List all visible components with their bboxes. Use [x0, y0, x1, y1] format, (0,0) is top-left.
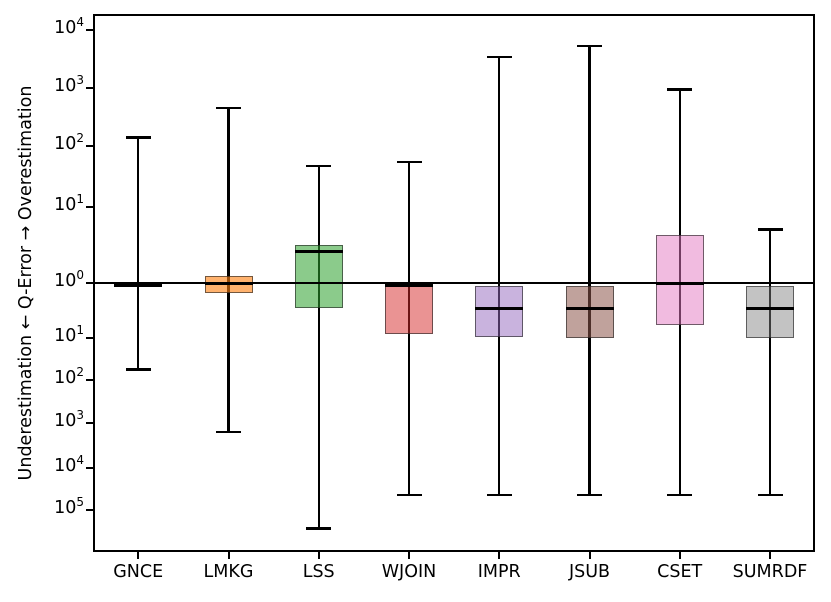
whisker-cap-low-impr	[486, 493, 512, 497]
x-tick-label-lss: LSS	[302, 562, 335, 582]
whisker-cap-high-sumrdf	[757, 227, 783, 231]
median-gnce	[114, 284, 163, 288]
whisker-cap-low-lmkg	[216, 430, 241, 434]
whisker-line-gnce	[137, 137, 140, 370]
y-axis-tick	[86, 467, 93, 469]
y-axis-tick	[86, 337, 93, 339]
y-tick-label: 103	[54, 408, 84, 431]
whisker-cap-high-gnce	[125, 136, 151, 139]
reference-line-qerror-1	[93, 282, 815, 285]
whisker-cap-high-impr	[486, 55, 512, 59]
y-tick-label: 101	[54, 323, 84, 346]
whisker-cap-low-wjoin	[396, 493, 422, 497]
y-axis-tick	[86, 87, 93, 89]
y-axis-tick	[86, 379, 93, 381]
whisker-cap-high-cset	[667, 87, 693, 91]
whisker-cap-low-jsub	[577, 493, 602, 497]
x-tick-label-impr: IMPR	[477, 562, 521, 582]
y-axis-tick	[86, 509, 93, 511]
x-axis-tick	[588, 552, 591, 559]
x-tick-label-jsub: JSUB	[568, 562, 611, 582]
median-jsub	[565, 306, 614, 310]
box-cset	[655, 234, 704, 326]
median-impr	[475, 306, 524, 310]
x-tick-label-sumrdf: SUMRDF	[732, 562, 808, 582]
x-axis-tick	[227, 552, 230, 559]
y-tick-label: 102	[54, 131, 84, 154]
box-sumrdf	[746, 286, 794, 338]
whisker-line-lmkg	[227, 108, 230, 433]
x-tick-label-lmkg: LMKG	[203, 562, 254, 582]
y-tick-label: 101	[54, 192, 84, 215]
median-sumrdf	[746, 306, 794, 310]
y-tick-label: 104	[54, 453, 84, 476]
whisker-cap-low-sumrdf	[757, 493, 783, 497]
median-wjoin	[385, 284, 433, 288]
box-impr	[475, 286, 524, 337]
whisker-cap-low-lss	[306, 527, 332, 530]
median-lss	[294, 249, 343, 253]
y-axis-tick	[86, 206, 93, 208]
whisker-cap-low-cset	[667, 493, 693, 497]
x-tick-label-gnce: GNCE	[113, 562, 164, 582]
y-tick-label: 105	[54, 495, 84, 518]
x-axis-tick	[678, 552, 681, 559]
whisker-line-lss	[317, 166, 320, 529]
x-axis-tick	[408, 552, 410, 559]
y-tick-label: 100	[54, 268, 84, 291]
x-axis-tick	[317, 552, 320, 559]
y-tick-label: 102	[54, 365, 84, 388]
y-axis-tick	[86, 29, 93, 31]
box-wjoin	[385, 284, 433, 334]
y-tick-label: 104	[54, 15, 84, 38]
y-axis-tick	[86, 145, 93, 147]
x-tick-label-cset: CSET	[657, 562, 703, 582]
box-jsub	[565, 286, 614, 338]
y-tick-label: 103	[54, 73, 84, 96]
whisker-line-impr	[498, 57, 501, 495]
whisker-cap-high-wjoin	[396, 160, 422, 164]
x-tick-label-wjoin: WJOIN	[381, 562, 437, 582]
x-axis-tick	[137, 552, 140, 559]
x-axis-tick	[498, 552, 501, 559]
x-axis-tick	[769, 552, 771, 559]
whisker-cap-high-lss	[306, 164, 332, 168]
box-lss	[294, 244, 343, 309]
whisker-cap-high-jsub	[577, 44, 602, 48]
y-axis-tick	[86, 422, 93, 424]
whisker-cap-low-gnce	[125, 367, 151, 371]
y-axis-tick	[86, 282, 93, 284]
whisker-line-jsub	[588, 45, 591, 495]
whisker-line-sumrdf	[768, 229, 772, 495]
whisker-cap-high-lmkg	[216, 106, 241, 110]
